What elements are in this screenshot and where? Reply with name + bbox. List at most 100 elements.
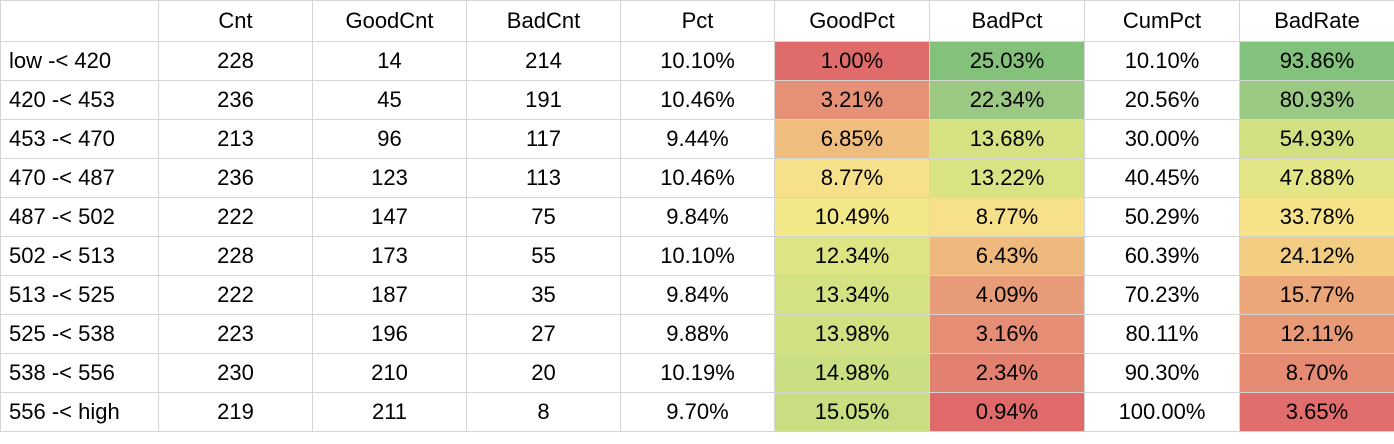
cnt-cell[interactable]: 228 xyxy=(158,236,313,276)
goodpct-cell[interactable]: 14.98% xyxy=(774,353,930,393)
cumpct-cell[interactable]: 10.10% xyxy=(1084,41,1240,81)
badrate-cell[interactable]: 8.70% xyxy=(1239,353,1394,393)
cnt-cell[interactable]: 228 xyxy=(158,41,313,81)
goodpct-cell[interactable]: 8.77% xyxy=(774,158,930,198)
badcnt-cell[interactable]: 191 xyxy=(466,80,621,120)
goodpct-cell[interactable]: 13.98% xyxy=(774,314,930,354)
bin-cell[interactable]: 513 -< 525 xyxy=(0,275,159,315)
header-cell-badcnt[interactable]: BadCnt xyxy=(466,0,621,42)
cumpct-cell[interactable]: 60.39% xyxy=(1084,236,1240,276)
cumpct-cell[interactable]: 90.30% xyxy=(1084,353,1240,393)
badpct-cell[interactable]: 0.94% xyxy=(929,392,1085,432)
badrate-cell[interactable]: 24.12% xyxy=(1239,236,1394,276)
header-cell-goodpct[interactable]: GoodPct xyxy=(774,0,930,42)
badpct-cell[interactable]: 13.68% xyxy=(929,119,1085,159)
cumpct-cell[interactable]: 100.00% xyxy=(1084,392,1240,432)
badrate-cell[interactable]: 3.65% xyxy=(1239,392,1394,432)
header-cell-cnt[interactable]: Cnt xyxy=(158,0,313,42)
pct-cell[interactable]: 10.46% xyxy=(620,158,775,198)
badcnt-cell[interactable]: 55 xyxy=(466,236,621,276)
badcnt-cell[interactable]: 113 xyxy=(466,158,621,198)
bin-cell[interactable]: low -< 420 xyxy=(0,41,159,81)
cnt-cell[interactable]: 236 xyxy=(158,158,313,198)
header-cell-badpct[interactable]: BadPct xyxy=(929,0,1085,42)
badrate-cell[interactable]: 47.88% xyxy=(1239,158,1394,198)
cumpct-cell[interactable]: 20.56% xyxy=(1084,80,1240,120)
pct-cell[interactable]: 9.70% xyxy=(620,392,775,432)
badpct-cell[interactable]: 25.03% xyxy=(929,41,1085,81)
cnt-cell[interactable]: 236 xyxy=(158,80,313,120)
cumpct-cell[interactable]: 30.00% xyxy=(1084,119,1240,159)
header-cell-pct[interactable]: Pct xyxy=(620,0,775,42)
badrate-cell[interactable]: 12.11% xyxy=(1239,314,1394,354)
pct-cell[interactable]: 9.84% xyxy=(620,197,775,237)
bin-cell[interactable]: 487 -< 502 xyxy=(0,197,159,237)
cnt-cell[interactable]: 222 xyxy=(158,197,313,237)
bin-cell[interactable]: 453 -< 470 xyxy=(0,119,159,159)
goodcnt-cell[interactable]: 96 xyxy=(312,119,467,159)
pct-cell[interactable]: 9.88% xyxy=(620,314,775,354)
cnt-cell[interactable]: 219 xyxy=(158,392,313,432)
header-cell-goodcnt[interactable]: GoodCnt xyxy=(312,0,467,42)
pct-cell[interactable]: 10.10% xyxy=(620,41,775,81)
bin-cell[interactable]: 470 -< 487 xyxy=(0,158,159,198)
cumpct-cell[interactable]: 70.23% xyxy=(1084,275,1240,315)
badcnt-cell[interactable]: 75 xyxy=(466,197,621,237)
badpct-cell[interactable]: 13.22% xyxy=(929,158,1085,198)
badrate-cell[interactable]: 33.78% xyxy=(1239,197,1394,237)
goodcnt-cell[interactable]: 173 xyxy=(312,236,467,276)
pct-cell[interactable]: 9.44% xyxy=(620,119,775,159)
cnt-cell[interactable]: 222 xyxy=(158,275,313,315)
cnt-cell[interactable]: 230 xyxy=(158,353,313,393)
pct-cell[interactable]: 10.19% xyxy=(620,353,775,393)
goodpct-cell[interactable]: 1.00% xyxy=(774,41,930,81)
badcnt-cell[interactable]: 35 xyxy=(466,275,621,315)
goodpct-cell[interactable]: 3.21% xyxy=(774,80,930,120)
badcnt-cell[interactable]: 117 xyxy=(466,119,621,159)
pct-cell[interactable]: 9.84% xyxy=(620,275,775,315)
goodcnt-cell[interactable]: 187 xyxy=(312,275,467,315)
goodpct-cell[interactable]: 10.49% xyxy=(774,197,930,237)
bin-cell[interactable]: 420 -< 453 xyxy=(0,80,159,120)
table-body: Cnt GoodCnt BadCnt Pct GoodPct BadPct Cu… xyxy=(0,0,1394,432)
badcnt-cell[interactable]: 27 xyxy=(466,314,621,354)
header-cell-bin[interactable] xyxy=(0,0,159,42)
bin-cell[interactable]: 556 -< high xyxy=(0,392,159,432)
badrate-cell[interactable]: 15.77% xyxy=(1239,275,1394,315)
badpct-cell[interactable]: 6.43% xyxy=(929,236,1085,276)
badcnt-cell[interactable]: 8 xyxy=(466,392,621,432)
badrate-cell[interactable]: 93.86% xyxy=(1239,41,1394,81)
badpct-cell[interactable]: 3.16% xyxy=(929,314,1085,354)
badpct-cell[interactable]: 4.09% xyxy=(929,275,1085,315)
bin-cell[interactable]: 525 -< 538 xyxy=(0,314,159,354)
pct-cell[interactable]: 10.46% xyxy=(620,80,775,120)
header-cell-badrate[interactable]: BadRate xyxy=(1239,0,1394,42)
goodcnt-cell[interactable]: 123 xyxy=(312,158,467,198)
cnt-cell[interactable]: 223 xyxy=(158,314,313,354)
pct-cell[interactable]: 10.10% xyxy=(620,236,775,276)
goodpct-cell[interactable]: 6.85% xyxy=(774,119,930,159)
badrate-cell[interactable]: 80.93% xyxy=(1239,80,1394,120)
badcnt-cell[interactable]: 214 xyxy=(466,41,621,81)
cumpct-cell[interactable]: 40.45% xyxy=(1084,158,1240,198)
header-cell-cumpct[interactable]: CumPct xyxy=(1084,0,1240,42)
goodcnt-cell[interactable]: 211 xyxy=(312,392,467,432)
goodcnt-cell[interactable]: 14 xyxy=(312,41,467,81)
badcnt-cell[interactable]: 20 xyxy=(466,353,621,393)
bin-cell[interactable]: 538 -< 556 xyxy=(0,353,159,393)
badrate-cell[interactable]: 54.93% xyxy=(1239,119,1394,159)
badpct-cell[interactable]: 8.77% xyxy=(929,197,1085,237)
goodcnt-cell[interactable]: 196 xyxy=(312,314,467,354)
goodpct-cell[interactable]: 13.34% xyxy=(774,275,930,315)
cnt-cell[interactable]: 213 xyxy=(158,119,313,159)
goodcnt-cell[interactable]: 45 xyxy=(312,80,467,120)
goodcnt-cell[interactable]: 147 xyxy=(312,197,467,237)
badpct-cell[interactable]: 2.34% xyxy=(929,353,1085,393)
goodpct-cell[interactable]: 15.05% xyxy=(774,392,930,432)
goodcnt-cell[interactable]: 210 xyxy=(312,353,467,393)
cumpct-cell[interactable]: 80.11% xyxy=(1084,314,1240,354)
cumpct-cell[interactable]: 50.29% xyxy=(1084,197,1240,237)
goodpct-cell[interactable]: 12.34% xyxy=(774,236,930,276)
bin-cell[interactable]: 502 -< 513 xyxy=(0,236,159,276)
badpct-cell[interactable]: 22.34% xyxy=(929,80,1085,120)
